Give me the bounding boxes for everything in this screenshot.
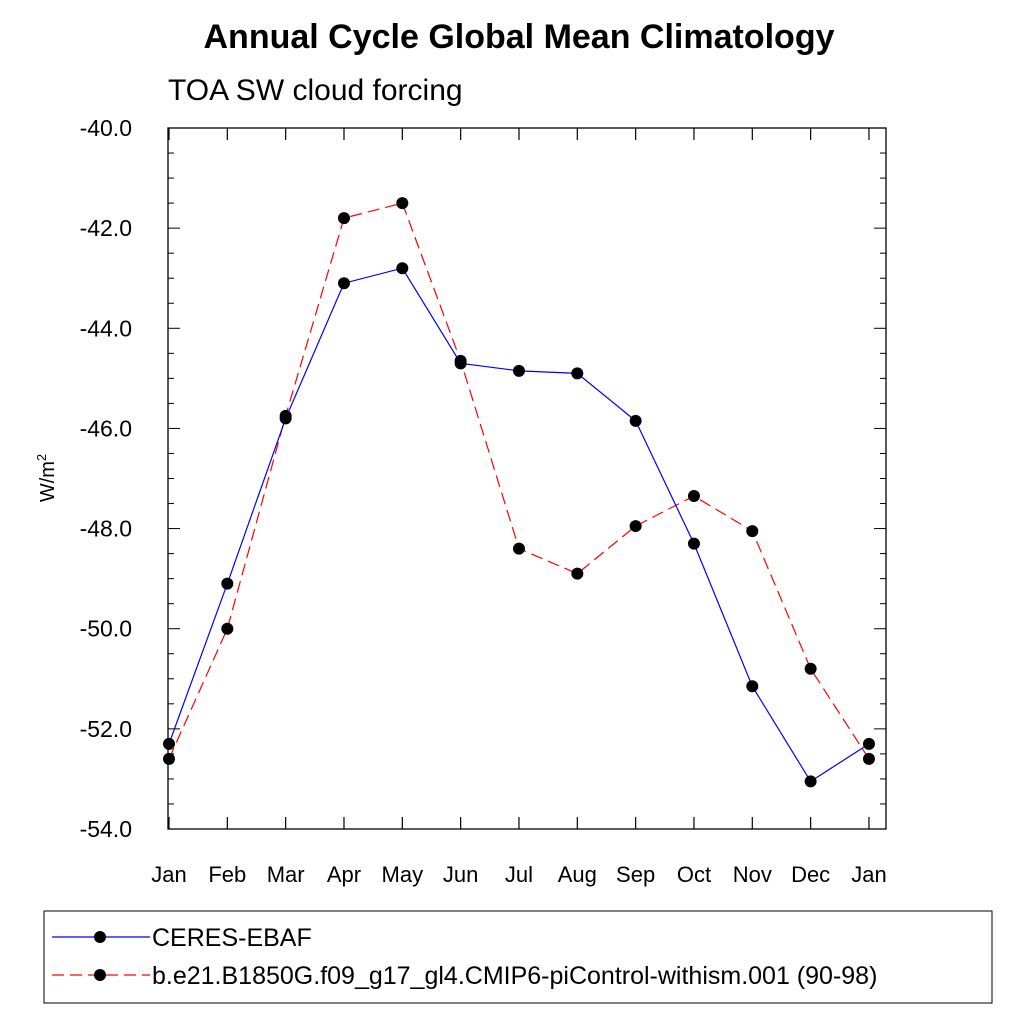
x-tick-labels: Jan Feb Mar Apr May Jun Jul Aug Sep Oct Nov Dec Jan (151, 862, 886, 887)
data-point (746, 680, 759, 693)
data-point (337, 212, 350, 225)
legend-label: CERES-EBAF (152, 924, 312, 952)
y-tick-label: -40.0 (80, 115, 132, 141)
data-point (396, 262, 409, 275)
x-tick-label: Jun (443, 862, 478, 887)
data-point (862, 752, 875, 765)
y-tick-label: -52.0 (80, 716, 132, 742)
y-tick-label: -48.0 (80, 516, 132, 542)
x-tick-label: Aug (558, 862, 597, 887)
chart-subtitle: TOA SW cloud forcing (168, 74, 463, 107)
y-tick-label: -42.0 (80, 215, 132, 241)
x-tick-label: Mar (267, 862, 305, 887)
series-group (163, 197, 875, 788)
data-point (337, 277, 350, 290)
x-tick-label: Jan (151, 862, 186, 887)
y-axis-label: W/m2 (34, 454, 59, 502)
plot-frame (167, 127, 887, 830)
legend-label: b.e21.B1850G.f09_g17_gl4.CMIP6-piControl… (152, 962, 877, 990)
x-tick-label: Sep (616, 862, 655, 887)
data-point (687, 490, 700, 503)
y-tick-labels: -40.0 -42.0 -44.0 -46.0 -48.0 -50.0 -52.0 -54.0 (80, 115, 132, 842)
x-tick-label: Oct (677, 862, 711, 887)
chart-title: Annual Cycle Global Mean Climatology (204, 18, 835, 56)
data-point (804, 775, 817, 788)
y-tick-label: -46.0 (80, 415, 132, 441)
data-point (746, 525, 759, 538)
data-point (571, 567, 584, 580)
x-tick-label: Dec (791, 862, 830, 887)
legend-marker (94, 931, 106, 943)
axis-ticks (168, 127, 886, 830)
data-point (163, 752, 175, 765)
y-axis-label-superscript: 2 (34, 454, 49, 461)
data-point (629, 520, 642, 533)
y-tick-label: -54.0 (80, 816, 132, 842)
data-point (221, 577, 234, 590)
data-point (512, 364, 525, 377)
data-point (571, 367, 584, 380)
data-point (512, 542, 525, 555)
data-point (163, 737, 175, 750)
data-point (396, 197, 409, 210)
x-tick-label: Nov (733, 862, 772, 887)
y-tick-label: -44.0 (80, 315, 132, 341)
svg-text:W/m2: W/m2 (34, 454, 59, 502)
data-point (804, 662, 817, 675)
series-line (168, 202, 870, 760)
data-point (454, 357, 467, 370)
data-point (221, 622, 234, 635)
data-point (687, 537, 700, 550)
x-tick-label: Jan (851, 862, 886, 887)
x-tick-label: Jul (505, 862, 533, 887)
x-tick-label: Apr (327, 862, 361, 887)
legend-marker (94, 969, 106, 981)
y-tick-label: -50.0 (80, 616, 132, 642)
legend-box (43, 910, 993, 1004)
legend: CERES-EBAF b.e21.B1850G.f09_g17_gl4.CMIP6… (52, 924, 877, 990)
x-tick-label: May (382, 862, 424, 887)
x-tick-label: Feb (208, 862, 246, 887)
data-point (279, 412, 292, 425)
y-axis-label-base: W/m (37, 461, 59, 502)
data-point (862, 737, 875, 750)
series-line (168, 267, 870, 783)
data-point (629, 414, 642, 427)
